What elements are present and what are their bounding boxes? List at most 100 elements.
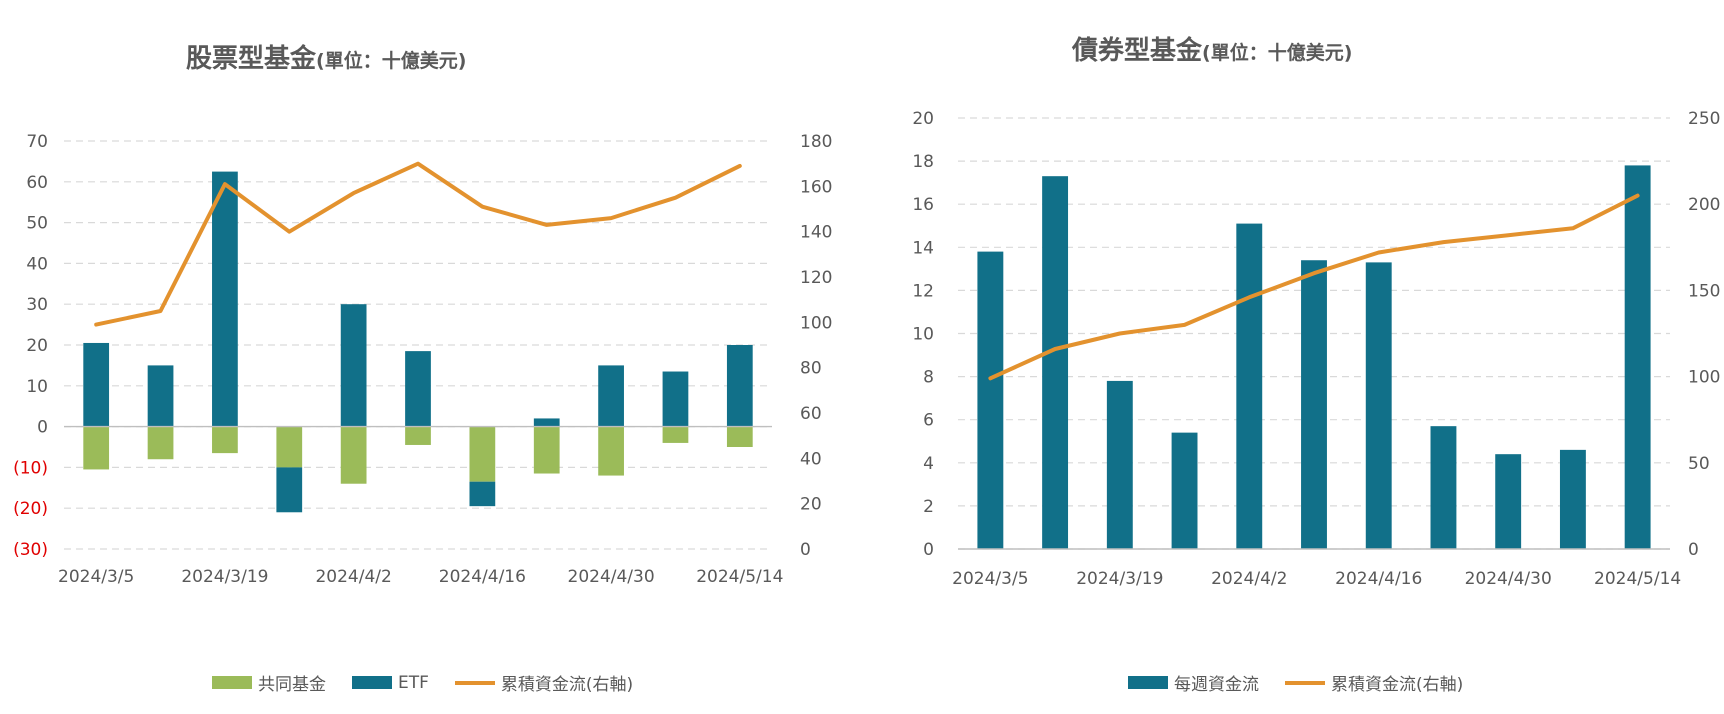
- bar-etf: [212, 171, 238, 427]
- x-axis-tick-label: 2024/4/16: [1335, 569, 1422, 589]
- bar-weekly-flow: [1106, 380, 1133, 549]
- legend-label-weekly: 每週資金流: [1174, 675, 1259, 695]
- bar-etf: [726, 345, 753, 427]
- bar-weekly-flow: [1624, 165, 1651, 549]
- left-axis-tick-label: (30): [13, 540, 48, 560]
- left-axis-tick-label: 20: [26, 336, 48, 356]
- right-axis-tick-label: 140: [800, 223, 832, 243]
- x-axis-tick-label: 2024/4/2: [315, 567, 391, 587]
- chart-title-unit: (單位：十億美元): [316, 50, 467, 72]
- bar-weekly-flow: [1301, 260, 1327, 549]
- chart-legend: 每週資金流 累積資金流(右軸): [1128, 670, 1463, 695]
- bond-fund-chart-panel: 債券型基金(單位：十億美元) 20 18 16 14 12 10 8 6 4 2 0 250 200 15…: [862, 0, 1724, 714]
- right-axis-tick-label: 0: [800, 540, 811, 560]
- bar-weekly-flow: [1042, 176, 1069, 549]
- left-axis-tick-label: 70: [26, 132, 48, 152]
- left-axis-tick-label: 6: [923, 411, 934, 431]
- right-axis-tick-label: 200: [1688, 195, 1720, 215]
- x-axis-tick-label: 2024/3/19: [1076, 569, 1163, 589]
- equity-fund-chart: 706050403020100(10)(20)(30)1801601401201…: [13, 132, 832, 587]
- legend-item-mutual-fund: 共同基金: [212, 670, 326, 695]
- bar-etf: [533, 418, 560, 427]
- legend-label-mutual-fund: 共同基金: [258, 675, 326, 695]
- left-axis-tick-label: 40: [26, 254, 48, 274]
- bar-mutual-fund: [276, 426, 303, 468]
- right-axis-tick-label: 250: [1688, 109, 1720, 129]
- bar-etf: [405, 351, 431, 427]
- left-axis-tick-label: 2: [923, 497, 934, 517]
- x-axis-tick-label: 2024/5/14: [1594, 569, 1681, 589]
- legend-item-etf: ETF: [352, 673, 429, 693]
- bar-mutual-fund: [212, 426, 238, 454]
- left-axis-tick-label: 60: [26, 173, 48, 193]
- x-axis-tick-label: 2024/3/5: [952, 569, 1028, 589]
- right-axis-tick-label: 160: [800, 177, 832, 197]
- right-axis-tick-label: 100: [1688, 368, 1720, 388]
- bar-etf: [340, 304, 367, 427]
- right-axis-tick-label: 60: [800, 404, 822, 424]
- legend-label-cumulative: 累積資金流(右軸): [1331, 675, 1464, 695]
- bar-mutual-fund: [662, 426, 689, 443]
- chart-title: 股票型基金(單位：十億美元): [186, 38, 466, 75]
- x-axis-tick-label: 2024/4/2: [1211, 569, 1287, 589]
- legend-swatch-cumulative: [454, 680, 495, 685]
- bar-etf: [469, 481, 496, 507]
- left-axis-tick-label: 30: [26, 295, 48, 315]
- bar-mutual-fund: [469, 426, 496, 482]
- legend-item-weekly: 每週資金流: [1128, 670, 1259, 695]
- bar-etf: [147, 365, 174, 427]
- bar-mutual-fund: [726, 426, 753, 447]
- legend-label-cumulative: 累積資金流(右軸): [500, 675, 634, 695]
- bar-weekly-flow: [1236, 223, 1263, 549]
- left-axis-tick-label: 4: [923, 454, 934, 474]
- right-axis-tick-label: 120: [800, 268, 832, 288]
- right-axis-tick-label: 0: [1688, 540, 1699, 560]
- chart-legend: 共同基金 ETF 累積資金流(右軸): [212, 670, 633, 695]
- chart-title-unit: (單位：十億美元): [1202, 42, 1353, 64]
- left-axis-tick-label: 12: [912, 281, 934, 301]
- right-axis-tick-label: 20: [800, 495, 822, 515]
- bar-mutual-fund: [598, 426, 624, 476]
- right-axis-tick-label: 40: [800, 449, 822, 469]
- left-axis-tick-label: (10): [13, 458, 48, 478]
- bar-mutual-fund: [147, 426, 174, 460]
- bar-etf: [83, 342, 110, 427]
- left-axis-tick-label: 0: [37, 418, 48, 438]
- legend-label-etf: ETF: [398, 672, 429, 693]
- x-axis-tick-label: 2024/4/30: [1465, 569, 1552, 589]
- chart-title: 債券型基金(單位：十億美元): [1072, 30, 1352, 67]
- bar-weekly-flow: [1495, 454, 1522, 549]
- left-axis-tick-label: 50: [26, 214, 48, 234]
- line-cumulative-flow: [94, 161, 742, 327]
- bar-weekly-flow: [1365, 262, 1392, 549]
- right-axis-tick-label: 150: [1688, 281, 1720, 301]
- x-axis-tick-label: 2024/4/16: [439, 567, 526, 587]
- legend-swatch-etf: [352, 676, 392, 689]
- bar-etf: [598, 365, 624, 427]
- x-axis-tick-label: 2024/5/14: [696, 567, 783, 587]
- bar-mutual-fund: [83, 426, 110, 470]
- bar-weekly-flow: [1430, 426, 1457, 549]
- left-axis-tick-label: 10: [912, 325, 934, 345]
- left-axis-tick-label: 18: [912, 152, 934, 172]
- bar-mutual-fund: [405, 426, 431, 445]
- legend-swatch-mutual-fund: [212, 676, 252, 689]
- bar-etf: [276, 467, 303, 513]
- legend-swatch-cumulative: [1285, 680, 1325, 685]
- legend-item-cumulative: 累積資金流(右軸): [454, 670, 634, 695]
- left-axis-tick-label: 8: [923, 368, 934, 388]
- legend-swatch-weekly: [1128, 676, 1168, 689]
- bar-weekly-flow: [1171, 432, 1198, 549]
- x-axis-tick-label: 2024/3/5: [58, 567, 134, 587]
- x-axis-tick-label: 2024/4/30: [568, 567, 655, 587]
- equity-fund-chart-panel: 股票型基金(單位：十億美元) 70 60 50 40 30 20 10 0 (10) (20) (3…: [13, 38, 832, 695]
- right-axis-tick-label: 100: [800, 313, 832, 333]
- right-axis-tick-label: 180: [800, 132, 832, 152]
- bar-mutual-fund: [533, 426, 560, 474]
- bar-weekly-flow: [1559, 449, 1586, 549]
- bar-etf: [662, 371, 689, 427]
- left-axis-tick-label: 16: [912, 195, 934, 215]
- left-axis-tick-label: 0: [923, 540, 934, 560]
- left-axis-tick-label: 14: [912, 238, 934, 258]
- left-axis-tick-label: 10: [26, 377, 48, 397]
